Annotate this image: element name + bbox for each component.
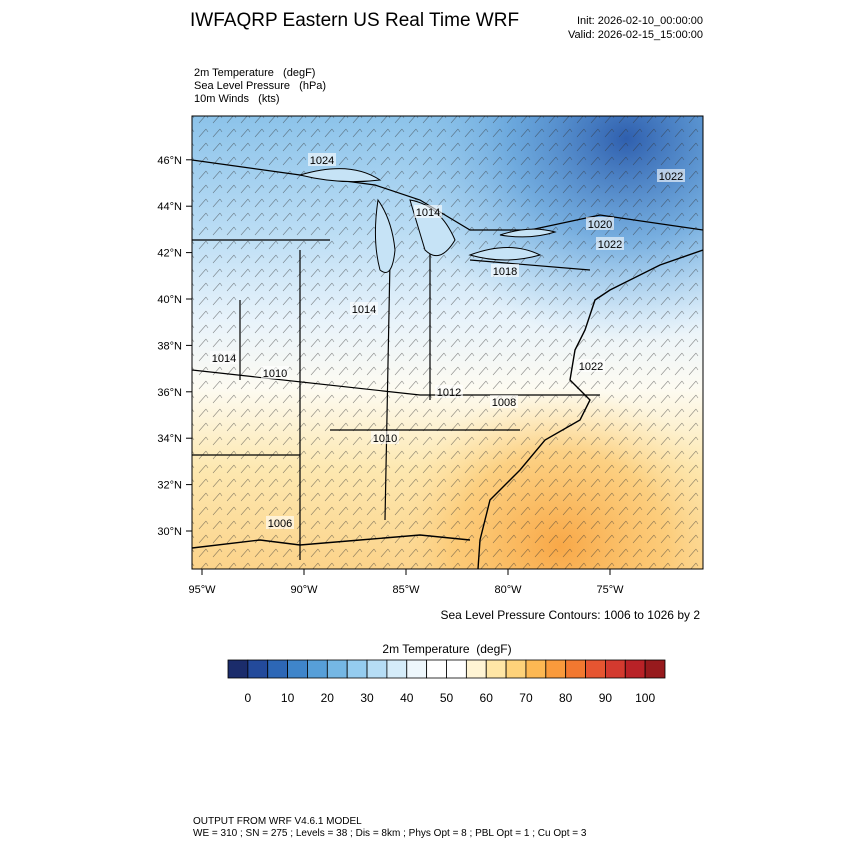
gulf-coast [192,534,471,549]
lakes [298,168,557,273]
contour-label: 1022 [659,171,683,183]
contour-label-bg [266,516,294,529]
map-frame [191,115,704,570]
colorbar-label: 100 [635,691,655,705]
contour-labels: 1024 1014 1018 1014 1014 1010 1012 1008 1010 1006… [210,153,685,530]
lat-label: 42°N [157,248,182,260]
contour-label-bg [490,395,518,408]
contour-label: 1018 [493,266,517,278]
lat-label: 34°N [157,433,182,445]
contour-label-bg [586,217,614,230]
colorbar-box [406,659,428,679]
colorbar: 0 10 20 30 40 50 60 70 80 90 100 [227,659,666,705]
colorbar-label: 30 [360,691,374,705]
lat-label: 44°N [157,201,182,213]
colorbar-label: 70 [519,691,533,705]
field-label: Sea Level Pressure (hPa) [194,80,326,92]
contour-label: 1006 [268,518,292,530]
contour-label-bg [596,237,624,250]
contour-label-bg [491,264,519,277]
contour-label: 1012 [437,387,461,399]
colorbar-box [307,659,328,679]
colorbar-label: 40 [400,691,414,705]
colorbar-box [465,659,487,679]
colorbar-box [326,659,348,679]
map-area [192,116,703,569]
colorbar-box [247,659,269,679]
footer-line: WE = 310 ; SN = 275 ; Levels = 38 ; Dis … [193,828,587,839]
contour-label: 1020 [588,219,612,231]
contour-label: 1022 [579,361,603,373]
contour-label-bg [308,153,336,166]
colorbar-box [426,659,447,679]
contour-label: 1010 [373,433,397,445]
contour-label-bg [350,302,378,315]
colorbar-label: 50 [440,691,454,705]
colorbar-box [227,659,249,679]
colorbar-box [485,659,507,679]
colorbar-box [366,659,388,679]
colorbar-box [287,659,308,679]
contour-label: 1024 [310,155,334,167]
contour-label-bg [414,205,442,218]
colorbar-label: 0 [245,691,252,705]
init-time: Init: 2026-02-10_00:00:00 [577,15,703,27]
lon-label: 75°W [596,584,624,596]
colorbar-label: 60 [480,691,494,705]
contour-label: 1022 [598,239,622,251]
colorbar-box [624,659,646,679]
lon-label: 90°W [290,584,318,596]
colorbar-label: 80 [559,691,573,705]
colorbar-label: 90 [599,691,613,705]
colorbar-box [346,659,368,679]
colorbar-box [644,659,666,679]
colorbar-box [525,659,547,679]
contour-label: 1014 [352,304,376,316]
state-borders [192,159,703,560]
lat-label: 30°N [157,526,182,538]
lat-label: 38°N [157,340,182,352]
colorbar-title: 2m Temperature (degF) [382,642,511,656]
contour-label-bg [261,366,289,379]
lat-label: 36°N [157,387,182,399]
contour-label-bg [210,351,238,364]
coastline [477,249,703,569]
contour-label: 1010 [263,368,287,380]
colorbar-box [505,659,527,679]
lat-label: 32°N [157,480,182,492]
field-label: 10m Winds (kts) [194,93,280,105]
colorbar-label: 10 [281,691,295,705]
wind-barbs [192,116,703,569]
lat-label: 46°N [157,155,182,167]
lon-label: 95°W [188,584,216,596]
colorbar-box [565,659,586,679]
map-ticks: 30°N 32°N 34°N 36°N 38°N 40°N 42°N 44°N 46°N 95°W… [157,155,624,596]
contour-note: Sea Level Pressure Contours: 1006 to 102… [441,608,701,622]
contour-label-bg [435,385,463,398]
colorbar-box [545,659,567,679]
colorbar-box [267,659,288,679]
field-label: 2m Temperature (degF) [194,67,315,79]
contour-label-bg [371,431,399,444]
title: IWFAQRP Eastern US Real Time WRF [190,10,519,31]
footer-line: OUTPUT FROM WRF V4.6.1 MODEL [193,816,362,827]
lat-label: 40°N [157,294,182,306]
contour-label-bg [577,359,605,372]
colorbar-box [605,659,626,679]
contour-label-bg [657,169,685,182]
colorbar-label: 20 [321,691,335,705]
valid-time: Valid: 2026-02-15_15:00:00 [568,29,703,41]
lon-label: 80°W [494,584,522,596]
lon-label: 85°W [392,584,420,596]
colorbar-box [386,659,408,679]
contour-label: 1014 [416,207,440,219]
contour-label: 1014 [212,353,236,365]
colorbar-box [585,659,606,679]
contour-label: 1008 [492,397,516,409]
colorbar-box [446,659,467,679]
